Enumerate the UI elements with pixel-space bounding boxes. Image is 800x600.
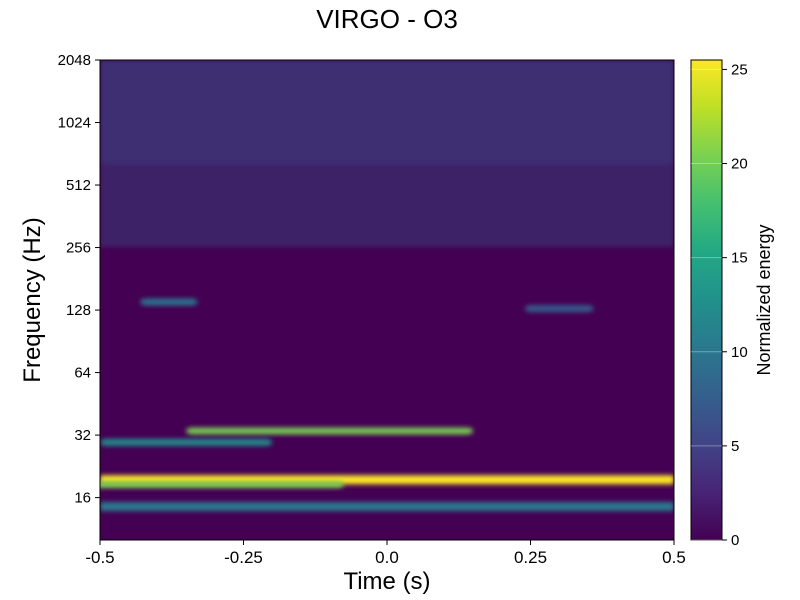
heatmap-layer <box>100 60 674 511</box>
colorbar-gradient <box>690 59 723 541</box>
y-tick-label: 1024 <box>58 115 91 132</box>
chart-title: VIRGO - O3 <box>316 4 458 34</box>
colorbar-label: Normalized energy <box>754 224 774 375</box>
y-tick-label: 32 <box>74 427 91 444</box>
colorbar: 0 5 10 15 20 25 Normalized energy <box>690 59 774 549</box>
colorbar-tick-label: 5 <box>731 438 739 455</box>
y-axis: 16 32 64 128 256 512 1024 2048 <box>58 52 100 507</box>
heatmap-feature <box>100 481 344 489</box>
y-tick-label: 2048 <box>58 52 91 69</box>
heatmap-feature <box>100 438 273 446</box>
heatmap-feature <box>524 305 594 313</box>
x-tick-label: 0.0 <box>375 548 399 567</box>
colorbar-tick-label: 20 <box>731 156 748 173</box>
plot-area <box>99 59 675 541</box>
colorbar-ticks: 0 5 10 15 20 25 <box>691 61 748 549</box>
y-axis-label: Frequency (Hz) <box>19 217 46 382</box>
y-tick-label: 16 <box>74 490 91 507</box>
heatmap-feature <box>140 298 198 306</box>
colorbar-tick-label: 0 <box>731 532 739 549</box>
heatmap-feature <box>100 501 674 511</box>
x-axis-label: Time (s) <box>343 568 430 595</box>
colorbar-tick-label: 15 <box>731 250 748 267</box>
x-tick-label: 0.25 <box>514 548 547 567</box>
y-tick-label: 256 <box>66 240 91 257</box>
x-tick-label: -0.5 <box>85 548 114 567</box>
x-tick-label: 0.5 <box>662 548 686 567</box>
y-tick-label: 64 <box>74 365 91 382</box>
y-tick-label: 128 <box>66 302 91 319</box>
heatmap-feature <box>186 427 474 435</box>
heatmap-feature <box>100 60 674 165</box>
x-tick-label: -0.25 <box>224 548 263 567</box>
y-tick-label: 512 <box>66 177 91 194</box>
colorbar-tick-label: 10 <box>731 344 748 361</box>
x-axis: -0.5 -0.25 0.0 0.25 0.5 <box>85 540 686 567</box>
colorbar-tick-label: 25 <box>731 61 748 78</box>
